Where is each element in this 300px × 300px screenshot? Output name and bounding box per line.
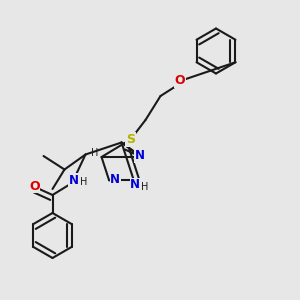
Text: O: O bbox=[29, 179, 40, 193]
Text: N: N bbox=[68, 173, 79, 187]
Text: O: O bbox=[175, 74, 185, 88]
Text: S: S bbox=[126, 133, 135, 146]
Text: H: H bbox=[91, 148, 98, 158]
Text: N: N bbox=[130, 178, 140, 191]
Text: H: H bbox=[80, 177, 88, 188]
Text: H: H bbox=[141, 182, 149, 192]
Text: N: N bbox=[110, 173, 120, 186]
Text: N: N bbox=[135, 149, 145, 162]
